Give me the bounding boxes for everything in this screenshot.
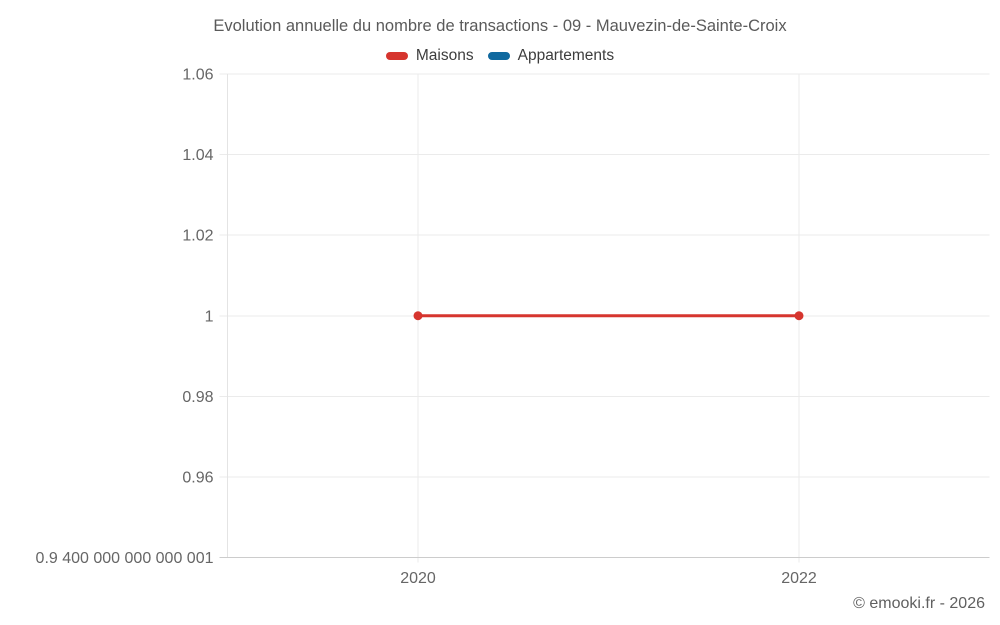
legend: Maisons Appartements: [0, 45, 1000, 67]
y-tick-label: 0.9 400 000 000 000 001: [36, 550, 214, 567]
y-tick-label: 1.04: [182, 147, 213, 164]
legend-item-maisons[interactable]: Maisons: [385, 45, 474, 67]
y-tick-label: 1: [205, 308, 214, 325]
legend-swatch-icon: [487, 52, 510, 60]
copyright-watermark: © emooki.fr - 2026: [853, 595, 985, 612]
legend-label: Maisons: [415, 47, 474, 64]
y-tick-label: 0.98: [182, 389, 213, 406]
data-point-maisons[interactable]: [794, 311, 804, 321]
x-tick-label: 2020: [400, 570, 436, 587]
x-tick-label: 2022: [781, 570, 817, 587]
legend-item-appartements[interactable]: Appartements: [487, 45, 615, 67]
y-tick-label: 1.06: [182, 67, 213, 84]
legend-swatch-icon: [385, 52, 408, 60]
data-point-maisons[interactable]: [413, 311, 423, 321]
y-tick-label: 0.96: [182, 469, 213, 486]
legend-label: Appartements: [517, 47, 615, 64]
chart-title: Evolution annuelle du nombre de transact…: [213, 17, 787, 35]
y-tick-label: 1.02: [182, 228, 213, 245]
